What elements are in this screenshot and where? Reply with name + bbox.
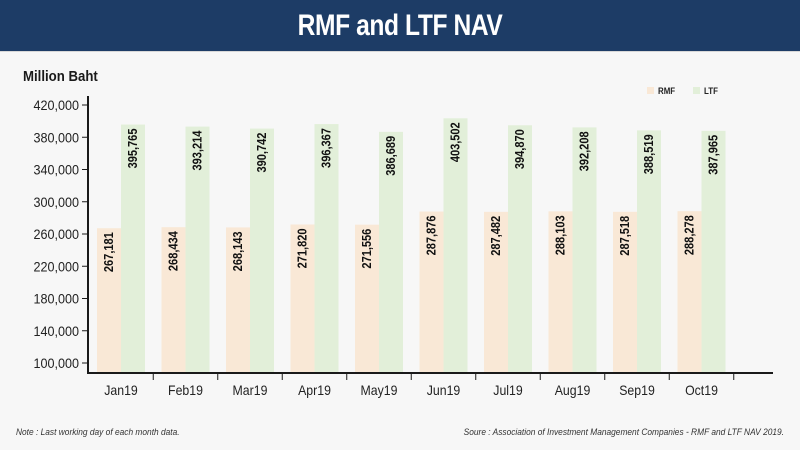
- bar-rmf-aug19: [548, 211, 573, 373]
- data-label-ltf-feb19: 393,214: [190, 130, 205, 170]
- bar-rmf-feb19: [161, 227, 186, 373]
- y-tick-label: 340,000: [34, 162, 79, 178]
- bar-rmf-sep19: [613, 211, 637, 373]
- y-tick-label: 180,000: [34, 291, 79, 307]
- data-label-rmf-jan19: 267,181: [101, 232, 116, 272]
- y-tick-label: 220,000: [34, 259, 79, 275]
- data-label-rmf-oct19: 288,278: [682, 215, 697, 255]
- bar-rmf-jan19: [97, 228, 121, 373]
- data-label-ltf-oct19: 387,965: [706, 135, 721, 175]
- data-label-ltf-apr19: 396,367: [319, 128, 334, 168]
- y-tick-label: 260,000: [34, 226, 79, 242]
- x-tick-label-sep19: Sep19: [619, 382, 655, 398]
- y-tick-label: 380,000: [34, 130, 79, 146]
- bar-ltf-jun19: [443, 118, 468, 373]
- x-tick-label-aug19: Aug19: [555, 382, 591, 398]
- bar-ltf-apr19: [314, 124, 339, 373]
- legend: RMF LTF: [647, 86, 718, 97]
- bar-labels-group: 267,181 395,765 268,434 393,214 268,143 390,7…: [101, 122, 721, 272]
- data-label-rmf-may19: 271,556: [359, 228, 374, 268]
- bar-ltf-oct19: [701, 130, 726, 373]
- x-axis: Jan19 Feb19 Mar19 Apr19 May19 Jun19 Jul19 Aug19…: [87, 372, 773, 398]
- x-tick-label-jul19: Jul19: [493, 382, 522, 398]
- x-tick-label-may19: May19: [361, 382, 398, 398]
- bar-ltf-mar19: [250, 128, 274, 373]
- header-bar: RMF and LTF NAV: [0, 0, 800, 52]
- data-label-ltf-aug19: 392,208: [577, 131, 592, 171]
- bars-group: [97, 118, 726, 374]
- data-label-rmf-jul19: 287,482: [488, 216, 503, 256]
- bar-rmf-apr19: [290, 224, 315, 373]
- x-tick-label-jan19: Jan19: [104, 382, 138, 398]
- data-label-ltf-jun19: 403,502: [448, 122, 463, 162]
- legend-swatch-ltf: [693, 87, 700, 94]
- y-tick-label: 420,000: [34, 97, 79, 113]
- bar-ltf-sep19: [637, 130, 661, 373]
- x-tick-label-mar19: Mar19: [233, 382, 268, 398]
- legend-label-rmf: RMF: [658, 86, 675, 97]
- chart-title: RMF and LTF NAV: [297, 9, 503, 42]
- data-label-ltf-may19: 386,689: [383, 136, 398, 176]
- bar-ltf-jan19: [121, 124, 145, 374]
- x-tick-label-jun19: Jun19: [427, 382, 461, 398]
- data-label-rmf-sep19: 287,518: [617, 216, 632, 256]
- y-tick-label: 100,000: [34, 355, 79, 371]
- footnote: Note : Last working day of each month da…: [16, 427, 180, 438]
- bar-rmf-mar19: [226, 227, 250, 373]
- y-axis-unit-label: Million Baht: [23, 68, 98, 85]
- bar-rmf-jun19: [419, 211, 444, 373]
- legend-label-ltf: LTF: [704, 86, 718, 97]
- y-tick-label: 300,000: [34, 194, 79, 210]
- bar-ltf-may19: [379, 131, 403, 373]
- bar-ltf-feb19: [185, 126, 210, 373]
- y-tick-label: 140,000: [34, 323, 79, 339]
- x-tick-label-feb19: Feb19: [168, 382, 203, 398]
- x-tick-label-oct19: Oct19: [685, 382, 718, 398]
- data-label-rmf-jun19: 287,876: [424, 215, 439, 255]
- data-label-ltf-jul19: 394,870: [512, 129, 527, 169]
- data-label-rmf-aug19: 288,103: [553, 215, 568, 255]
- legend-swatch-rmf: [647, 87, 654, 94]
- data-label-ltf-sep19: 388,519: [641, 134, 656, 174]
- bar-rmf-may19: [355, 224, 379, 373]
- x-tick-label-apr19: Apr19: [298, 382, 331, 398]
- bar-rmf-jul19: [484, 211, 508, 373]
- bar-rmf-oct19: [677, 211, 702, 373]
- bar-ltf-jul19: [508, 125, 532, 373]
- data-label-rmf-feb19: 268,434: [166, 231, 181, 271]
- source-note: Soure : Association of Investment Manage…: [463, 427, 784, 438]
- data-label-rmf-apr19: 271,820: [295, 228, 310, 268]
- y-axis: 100,000 140,000 180,000 220,000 260,000 300,0…: [34, 96, 89, 374]
- data-label-rmf-mar19: 268,143: [230, 231, 245, 271]
- data-label-ltf-mar19: 390,742: [254, 132, 269, 172]
- bar-ltf-aug19: [572, 127, 597, 373]
- data-label-ltf-jan19: 395,765: [125, 128, 140, 168]
